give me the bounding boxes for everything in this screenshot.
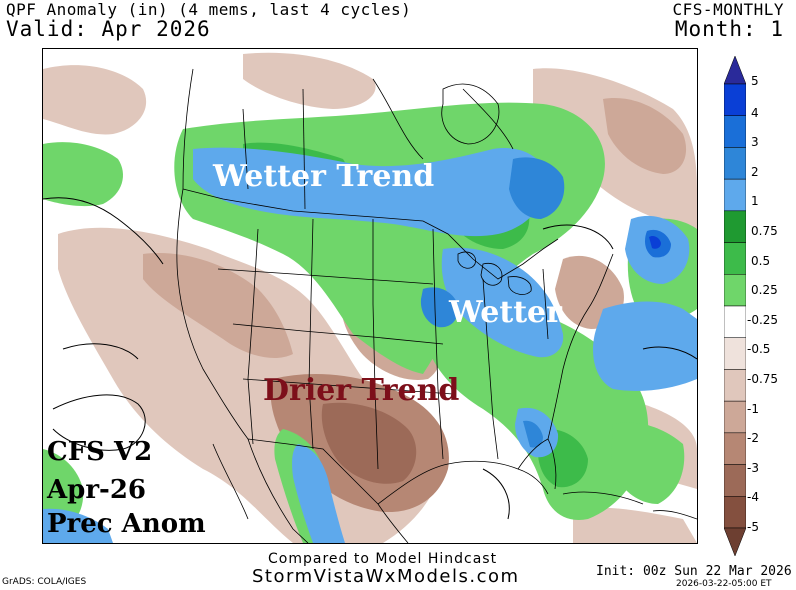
colorbar-swatch	[723, 337, 747, 370]
colorbar-swatch	[723, 496, 747, 529]
footer-grads-credit: GrADS: COLA/IGES	[2, 577, 87, 587]
drier-trend-label: Drier Trend	[263, 373, 460, 408]
footer-date-stamp: 2026-03-22-05:00 ET	[676, 579, 772, 589]
footer-init-time: Init: 00z Sun 22 Mar 2026	[596, 564, 792, 579]
colorbar-bottom-arrow	[723, 527, 747, 557]
colorbar-swatch	[723, 147, 747, 180]
anomaly-contours	[43, 197, 697, 520]
colorbar-swatch	[723, 464, 747, 497]
colorbar-label: -0.5	[747, 342, 771, 357]
colorbar-label: 3	[751, 135, 759, 150]
colorbar-label: -5	[747, 520, 759, 534]
anomaly-map: Wetter Trend Wetter Drier Trend CFS V2 A…	[42, 48, 698, 544]
colorbar-label: 2	[751, 164, 759, 179]
colorbar-label: 0.5	[751, 253, 771, 268]
footer-site-link[interactable]: StormVistaWxModels.com	[252, 566, 520, 587]
colorbar-swatch	[723, 242, 747, 275]
anomaly-map-graphic	[43, 49, 697, 543]
colorbar-swatch	[723, 432, 747, 465]
political-boundaries	[176, 68, 697, 543]
info-model-label: CFS V2	[47, 437, 153, 467]
map-title: QPF Anomaly (in) (4 mems, last 4 cycles)	[6, 0, 412, 19]
colorbar-label: -1	[747, 401, 759, 416]
colorbar-label: 0.75	[751, 224, 778, 238]
colorbar-swatch	[723, 369, 747, 402]
model-name: CFS-MONTHLY	[672, 0, 784, 19]
colorbar-swatch	[723, 305, 747, 338]
wetter-anomaly-blue-regions	[43, 147, 697, 543]
valid-date: Valid: Apr 2026	[6, 17, 211, 41]
colorbar-label: -0.75	[747, 372, 779, 386]
colorbar-label: -2	[747, 431, 759, 446]
colorbar-swatch	[723, 274, 747, 307]
colorbar-swatch	[723, 83, 747, 116]
colorbar-swatch	[723, 115, 747, 148]
colorbar-label: 1	[751, 194, 759, 209]
colorbar-label: 0.25	[751, 283, 778, 298]
colorbar-graphic	[723, 55, 747, 557]
wetter-trend-label: Wetter Trend	[213, 159, 435, 194]
colorbar-swatch	[723, 400, 747, 434]
colorbar-label: 5	[751, 74, 759, 88]
footer-compared-text: Compared to Model Hindcast	[268, 551, 498, 567]
colorbar-swatch	[723, 178, 747, 212]
colorbar	[723, 55, 747, 557]
colorbar-label: -3	[747, 460, 759, 475]
wetter-label: Wetter	[449, 295, 562, 330]
colorbar-label: -0.25	[747, 312, 779, 327]
colorbar-label: -4	[747, 490, 759, 505]
colorbar-label: 4	[751, 105, 759, 120]
colorbar-swatch	[723, 210, 747, 243]
month-label: Month: 1	[674, 17, 784, 41]
info-month-label: Apr-26	[47, 475, 147, 505]
colorbar-top-arrow	[723, 55, 747, 85]
info-product-label: Prec Anom	[47, 509, 206, 539]
